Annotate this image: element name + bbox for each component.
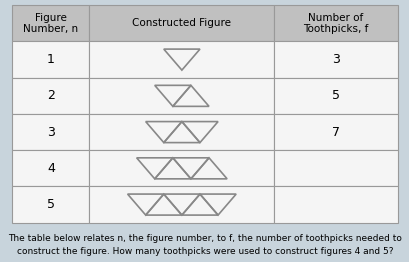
Text: 7: 7 [331, 125, 339, 139]
Text: construct the figure. How many toothpicks were used to construct figures 4 and 5: construct the figure. How many toothpick… [17, 247, 392, 256]
Bar [274, 150, 397, 187]
Bar [89, 78, 274, 114]
Bar [12, 5, 89, 41]
Text: 5: 5 [47, 198, 55, 211]
Bar [12, 114, 89, 150]
Bar [89, 5, 274, 41]
Bar [274, 114, 397, 150]
Bar [89, 41, 274, 78]
Text: The table below relates n, the figure number, to f, the number of toothpicks nee: The table below relates n, the figure nu… [8, 234, 401, 243]
Text: Constructed Figure: Constructed Figure [132, 18, 231, 28]
Text: Figure
Number, n: Figure Number, n [23, 13, 78, 34]
Bar [274, 41, 397, 78]
Bar [89, 114, 274, 150]
Bar [274, 187, 397, 223]
Bar [89, 150, 274, 187]
Bar [274, 78, 397, 114]
Text: Number of
Toothpicks, f: Number of Toothpicks, f [303, 13, 368, 34]
Bar [12, 187, 89, 223]
Text: 2: 2 [47, 89, 55, 102]
Text: 4: 4 [47, 162, 55, 175]
Bar [89, 187, 274, 223]
Bar [12, 150, 89, 187]
Text: 5: 5 [331, 89, 339, 102]
Text: 3: 3 [47, 125, 55, 139]
Bar [12, 78, 89, 114]
Bar [12, 41, 89, 78]
Bar [274, 5, 397, 41]
Text: 1: 1 [47, 53, 55, 66]
Text: 3: 3 [331, 53, 339, 66]
